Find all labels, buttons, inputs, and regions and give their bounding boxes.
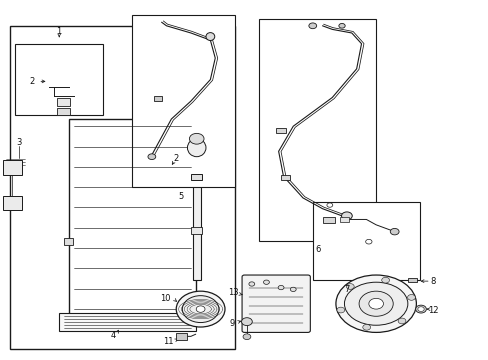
Ellipse shape (341, 212, 351, 220)
Text: 12: 12 (427, 306, 438, 315)
Ellipse shape (196, 306, 204, 312)
Ellipse shape (365, 239, 371, 244)
Bar (59, 313, 195, 330)
Ellipse shape (263, 280, 269, 284)
Ellipse shape (308, 23, 316, 29)
Ellipse shape (278, 285, 284, 290)
Bar (3, 196, 21, 211)
Ellipse shape (368, 298, 383, 309)
Text: 5: 5 (178, 192, 183, 201)
Bar (154, 96, 162, 101)
Ellipse shape (290, 287, 296, 292)
Bar (281, 175, 289, 180)
Ellipse shape (243, 334, 250, 339)
Ellipse shape (346, 284, 353, 289)
Bar (3, 160, 21, 175)
Bar (190, 227, 201, 234)
Ellipse shape (189, 134, 203, 144)
Ellipse shape (335, 275, 415, 332)
Ellipse shape (417, 307, 423, 311)
Ellipse shape (358, 291, 392, 316)
Bar (190, 174, 201, 180)
Bar (312, 202, 419, 280)
Ellipse shape (415, 305, 426, 313)
Ellipse shape (182, 296, 219, 323)
Bar (322, 217, 334, 223)
Ellipse shape (344, 282, 407, 325)
Text: 7: 7 (344, 285, 349, 294)
Text: 11: 11 (163, 337, 173, 346)
Bar (259, 19, 375, 241)
Bar (193, 155, 200, 280)
FancyBboxPatch shape (242, 275, 310, 332)
Text: 6: 6 (314, 246, 320, 255)
Bar (64, 238, 73, 244)
Ellipse shape (148, 154, 156, 159)
Bar (132, 15, 234, 187)
Ellipse shape (338, 23, 345, 28)
Bar (407, 278, 416, 282)
Ellipse shape (205, 33, 214, 41)
Ellipse shape (407, 294, 414, 300)
Ellipse shape (248, 282, 254, 286)
Bar (69, 119, 195, 316)
Ellipse shape (336, 307, 344, 313)
Bar (10, 26, 234, 348)
Ellipse shape (176, 291, 224, 327)
Text: 2: 2 (173, 154, 179, 163)
Bar (339, 217, 348, 222)
Bar (176, 333, 186, 339)
Text: 13: 13 (228, 288, 239, 297)
Text: 1: 1 (57, 27, 61, 36)
Bar (57, 108, 70, 116)
Bar (276, 128, 285, 134)
Ellipse shape (381, 277, 389, 283)
Text: 3: 3 (17, 138, 22, 147)
Ellipse shape (326, 203, 332, 207)
Ellipse shape (241, 318, 252, 325)
Text: 2: 2 (30, 77, 35, 86)
Text: 8: 8 (429, 276, 434, 285)
Bar (57, 98, 70, 107)
Ellipse shape (362, 324, 370, 330)
Text: 9: 9 (229, 319, 234, 328)
Ellipse shape (389, 228, 398, 235)
Ellipse shape (187, 139, 205, 157)
Ellipse shape (397, 318, 405, 324)
Text: 4: 4 (110, 332, 115, 341)
Text: 10: 10 (160, 294, 170, 303)
Bar (15, 44, 103, 116)
